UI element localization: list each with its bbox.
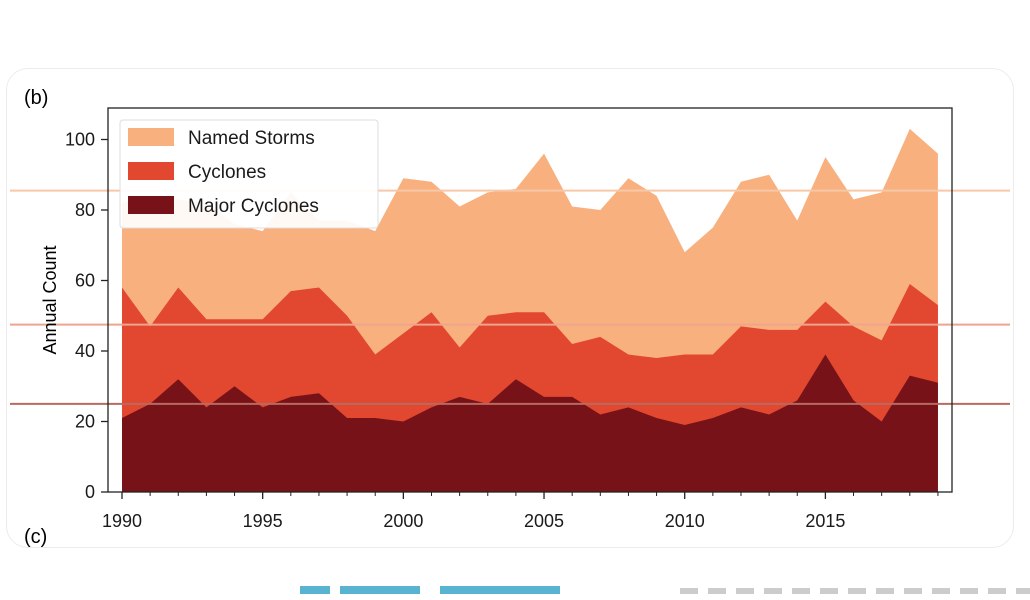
- y-tick-label-80: 80: [75, 200, 95, 220]
- x-tick-label-1990: 1990: [102, 511, 142, 531]
- y-tick-label-0: 0: [85, 482, 95, 502]
- panel-label-b: (b): [24, 87, 48, 109]
- x-tick-label-2000: 2000: [383, 511, 423, 531]
- x-tick-label-1995: 1995: [243, 511, 283, 531]
- y-axis-label: Annual Count: [40, 245, 60, 354]
- legend-swatch-cyclones: [128, 162, 174, 180]
- plot-frame: [107, 107, 953, 493]
- legend-label-cyclones: Cyclones: [188, 162, 266, 183]
- y-tick-label-40: 40: [75, 341, 95, 361]
- x-tick-label-2010: 2010: [665, 511, 705, 531]
- cropped-text: [680, 588, 1030, 594]
- cropped-next-section: [300, 584, 1030, 600]
- panel-label-c: (c): [24, 526, 47, 548]
- x-tick-label-2015: 2015: [805, 511, 845, 531]
- legend-label-major-cyclones: Major Cyclones: [188, 196, 319, 217]
- legend-swatch-named-storms: [128, 128, 174, 146]
- y-tick-label-100: 100: [65, 130, 95, 150]
- legend-box: [119, 119, 379, 229]
- y-tick-label-20: 20: [75, 412, 95, 432]
- legend-label-named-storms: Named Storms: [188, 128, 315, 149]
- legend-swatch-major-cyclones: [128, 196, 174, 214]
- x-tick-label-2005: 2005: [524, 511, 564, 531]
- area-major-cyclones: [122, 354, 938, 492]
- legend: Named Storms Cyclones Major Cyclones: [119, 119, 379, 229]
- y-tick-label-60: 60: [75, 271, 95, 291]
- cropped-heading: [300, 586, 560, 594]
